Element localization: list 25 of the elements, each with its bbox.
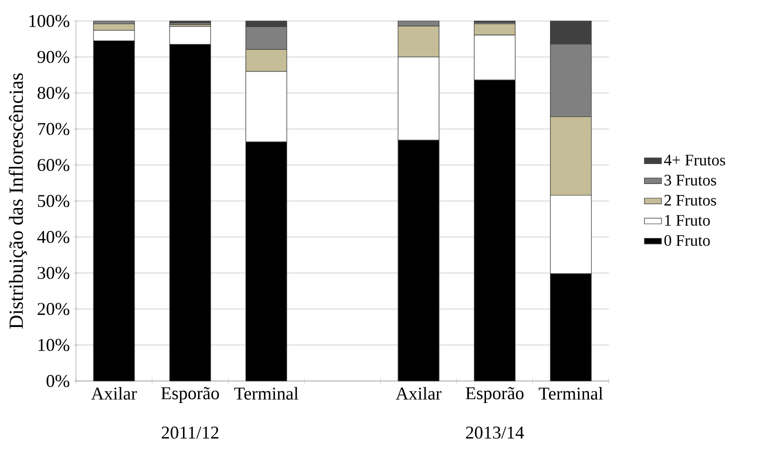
y-tick-label: 20%: [38, 302, 70, 316]
x-tick-label: Esporão: [161, 387, 219, 403]
y-tick-label: 30%: [38, 266, 70, 280]
legend-label: 3 Frutos: [664, 174, 716, 186]
y-tick-label: 0%: [46, 374, 70, 388]
legend-label: 2 Frutos: [664, 194, 716, 206]
y-tick-label: 70%: [38, 122, 70, 136]
legend-label: 0 Fruto: [664, 235, 710, 246]
y-tick-label: 100%: [29, 14, 70, 28]
x-tick-label: Axilar: [91, 387, 137, 400]
y-tick-label: 40%: [37, 230, 70, 244]
x-tick-label: Terminal: [234, 387, 298, 400]
y-tick-label: 80%: [38, 86, 70, 100]
y-tick-label: 90%: [37, 50, 70, 64]
text: 2013/14: [466, 426, 524, 439]
y-axis-title: Distribuição das Inflorescências: [8, 73, 28, 329]
y-tick-label: 60%: [38, 158, 70, 172]
x-tick-label: Terminal: [538, 387, 603, 400]
legend-label: 4+ Frutos: [664, 154, 726, 166]
x-tick-label: Esporão: [466, 387, 524, 403]
text: 2011/12: [162, 426, 218, 439]
y-tick-label: 10%: [38, 338, 70, 352]
y-tick-label: 50%: [38, 194, 70, 208]
legend-label: 1 Fruto: [665, 215, 710, 226]
x-tick-label: Axilar: [396, 387, 442, 400]
